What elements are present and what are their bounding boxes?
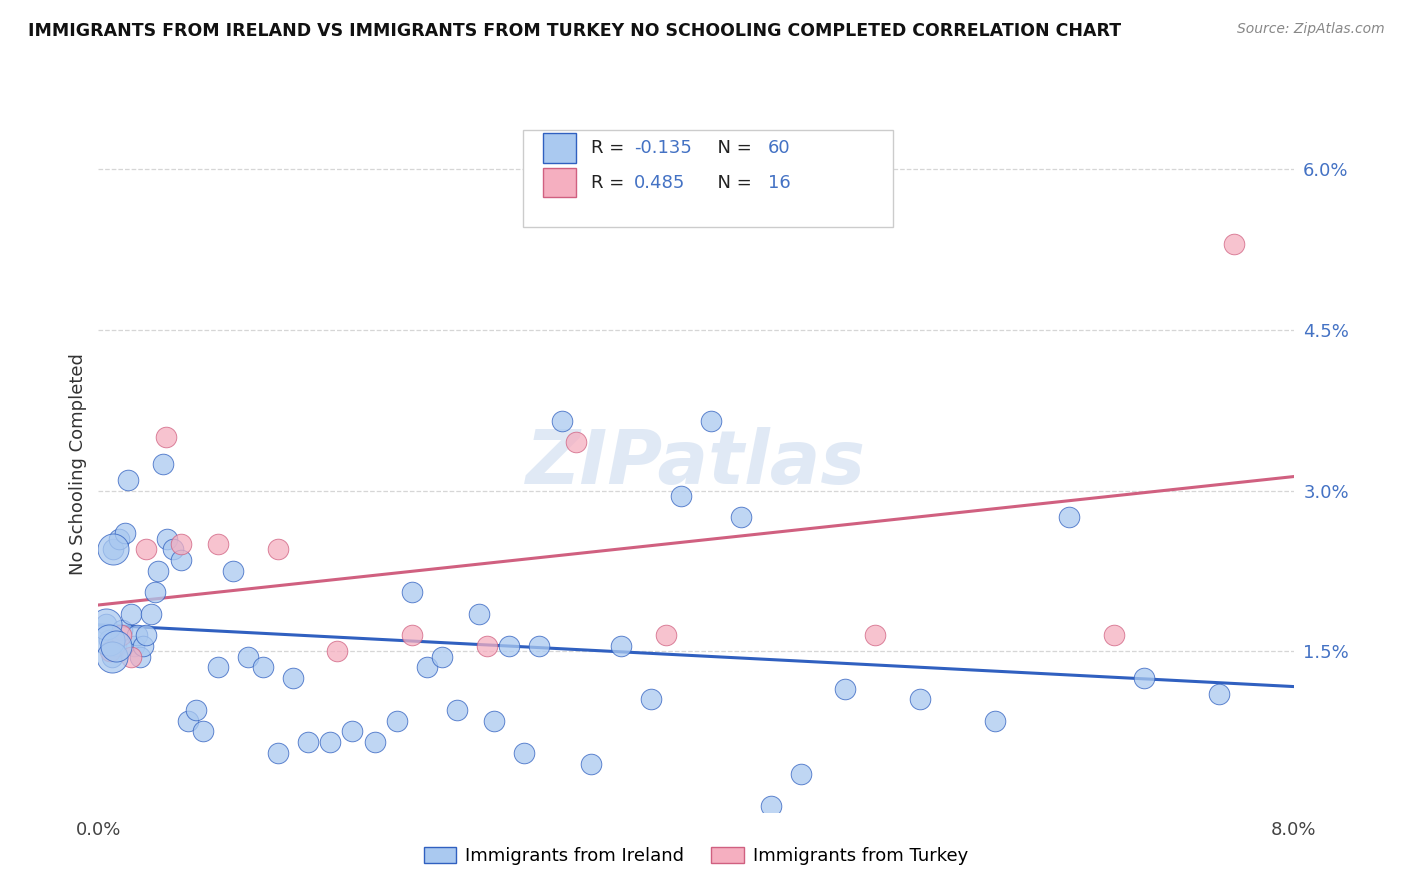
Point xyxy=(401,628,423,642)
Point xyxy=(124,639,146,653)
Point xyxy=(152,457,174,471)
Point xyxy=(143,585,166,599)
Point xyxy=(101,649,124,664)
Point xyxy=(97,633,120,648)
Point xyxy=(103,542,125,557)
Point xyxy=(94,617,117,632)
Point xyxy=(103,542,125,557)
Text: 0.485: 0.485 xyxy=(634,174,685,192)
Point xyxy=(297,735,319,749)
Point xyxy=(513,746,536,760)
Point xyxy=(114,526,136,541)
Point xyxy=(127,628,149,642)
Point xyxy=(139,607,162,621)
Point xyxy=(430,649,453,664)
FancyBboxPatch shape xyxy=(523,130,893,227)
Point xyxy=(416,660,439,674)
Text: -0.135: -0.135 xyxy=(634,139,692,157)
Point xyxy=(364,735,387,749)
Point xyxy=(759,799,782,814)
Point xyxy=(908,692,931,706)
Point xyxy=(834,681,856,696)
Point xyxy=(120,607,142,621)
Point xyxy=(789,767,811,781)
Point xyxy=(129,649,152,664)
Text: R =: R = xyxy=(591,139,630,157)
Point xyxy=(527,639,550,653)
Point xyxy=(610,639,633,653)
Point xyxy=(267,542,290,557)
Point xyxy=(401,585,423,599)
Y-axis label: No Schooling Completed: No Schooling Completed xyxy=(69,353,87,574)
Text: Source: ZipAtlas.com: Source: ZipAtlas.com xyxy=(1237,22,1385,37)
Point xyxy=(222,564,245,578)
Point xyxy=(101,649,124,664)
Point xyxy=(319,735,342,749)
Point xyxy=(135,628,157,642)
Point xyxy=(468,607,491,621)
Point xyxy=(1222,237,1246,252)
Point xyxy=(581,756,603,771)
Point xyxy=(97,633,120,648)
Point xyxy=(385,714,409,728)
Point xyxy=(281,671,304,685)
FancyBboxPatch shape xyxy=(543,169,576,197)
Point xyxy=(169,553,191,567)
Point xyxy=(236,649,259,664)
Point xyxy=(267,746,290,760)
FancyBboxPatch shape xyxy=(543,134,576,162)
Text: IMMIGRANTS FROM IRELAND VS IMMIGRANTS FROM TURKEY NO SCHOOLING COMPLETED CORRELA: IMMIGRANTS FROM IRELAND VS IMMIGRANTS FR… xyxy=(28,22,1121,40)
Point xyxy=(1208,687,1230,701)
Text: N =: N = xyxy=(706,139,756,157)
Point xyxy=(156,532,179,546)
Legend: Immigrants from Ireland, Immigrants from Turkey: Immigrants from Ireland, Immigrants from… xyxy=(416,839,976,872)
Point xyxy=(108,532,131,546)
Point xyxy=(863,628,887,642)
Point xyxy=(110,628,132,642)
Text: 60: 60 xyxy=(768,139,790,157)
Point xyxy=(162,542,184,557)
Point xyxy=(94,617,117,632)
Point xyxy=(984,714,1007,728)
Point xyxy=(105,639,128,653)
Point xyxy=(155,430,177,444)
Point xyxy=(252,660,274,674)
Point xyxy=(640,692,662,706)
Point xyxy=(177,714,200,728)
Text: N =: N = xyxy=(706,174,756,192)
Point xyxy=(700,414,723,428)
Point xyxy=(105,639,128,653)
Point xyxy=(655,628,678,642)
Point xyxy=(184,703,207,717)
Point xyxy=(191,724,214,739)
Point xyxy=(120,649,142,664)
Point xyxy=(326,644,349,658)
Text: 16: 16 xyxy=(768,174,790,192)
Point xyxy=(498,639,520,653)
Point xyxy=(207,537,229,551)
Point xyxy=(207,660,229,674)
Point xyxy=(669,489,692,503)
Point xyxy=(148,564,170,578)
Point xyxy=(1102,628,1125,642)
Point xyxy=(484,714,506,728)
Point xyxy=(135,542,157,557)
Point xyxy=(550,414,572,428)
Point xyxy=(169,537,191,551)
Text: R =: R = xyxy=(591,174,630,192)
Point xyxy=(446,703,468,717)
Point xyxy=(98,644,122,658)
Point xyxy=(111,623,134,637)
Point xyxy=(132,639,155,653)
Point xyxy=(342,724,364,739)
Text: ZIPatlas: ZIPatlas xyxy=(526,427,866,500)
Point xyxy=(475,639,498,653)
Point xyxy=(730,510,752,524)
Point xyxy=(1059,510,1081,524)
Point xyxy=(565,435,588,450)
Point xyxy=(117,473,139,487)
Point xyxy=(1133,671,1156,685)
